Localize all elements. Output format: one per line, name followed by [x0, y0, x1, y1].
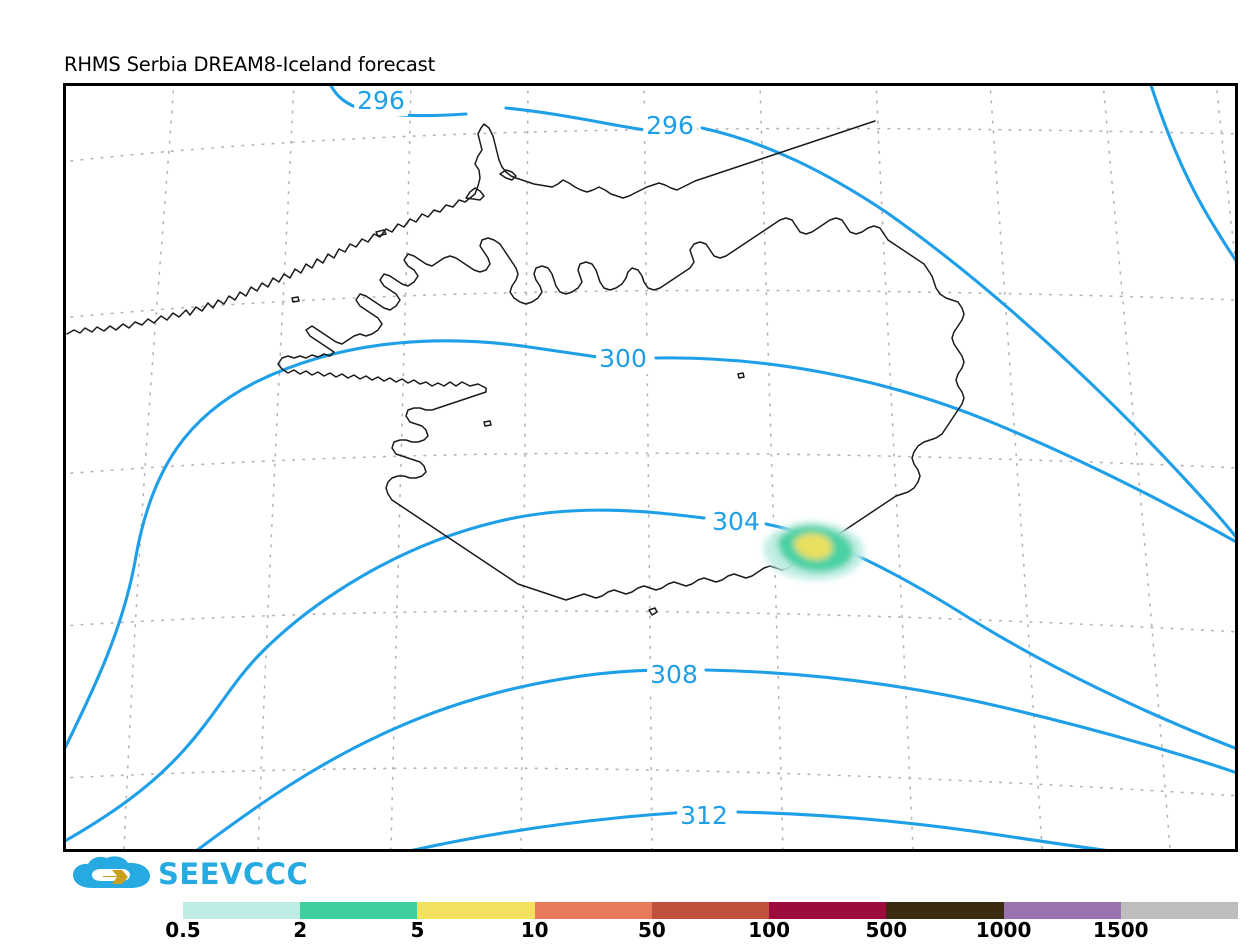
contour-304-left — [66, 508, 706, 843]
coastline-greenland — [66, 123, 553, 335]
coastline-islet-2 — [291, 296, 300, 303]
contour-312-right — [736, 810, 1107, 849]
deposition-colorbar — [183, 902, 1238, 919]
colorbar-swatch-3 — [534, 902, 652, 919]
contour-296-right — [504, 106, 648, 132]
colorbar-tick-100: 100 — [748, 918, 790, 942]
contour-label-296-b: 296 — [646, 111, 694, 140]
coastline-islet-4 — [737, 372, 745, 379]
contour-label-mask — [596, 343, 650, 374]
contour-label-312: 312 — [680, 801, 728, 830]
contour-label-mask — [709, 506, 763, 537]
colorbar-tick-5: 5 — [410, 918, 425, 942]
graticule-meridians — [123, 86, 1235, 849]
colorbar-tick-1000: 1000 — [975, 918, 1032, 942]
colorbar-tick-1500: 1500 — [1092, 918, 1149, 942]
contour-296-b — [700, 126, 1235, 539]
coastline-greenland-north — [551, 120, 876, 199]
colorbar-swatch-8 — [1120, 902, 1238, 919]
logo-text: SEEVCCC — [158, 857, 309, 891]
colorbar-tick-2: 2 — [293, 918, 308, 942]
coastline-greenland-fjord-1 — [465, 187, 485, 201]
plume-band-5-10 — [794, 533, 833, 560]
coastline-greenland-fjord-2 — [499, 169, 517, 181]
coastline-islet-3 — [483, 420, 492, 427]
contour-292-corner — [1149, 86, 1235, 262]
coastlines — [66, 120, 965, 616]
colorbar-swatch-1 — [300, 902, 418, 919]
colorbar-tick-0.5: 0.5 — [165, 918, 201, 942]
colorbar-swatch-5 — [769, 902, 887, 919]
colorbar-tick-10: 10 — [520, 918, 549, 942]
cloud-icon — [73, 856, 150, 888]
dust-deposition-plume — [763, 521, 864, 581]
contour-label-mask — [354, 86, 408, 116]
contour-312-left — [411, 810, 692, 849]
colorbar-tick-labels: 0.5 2 5 10 50 100 500 1000 1500 — [0, 918, 1258, 944]
colorbar-swatch-2 — [417, 902, 535, 919]
contour-300-right — [654, 356, 1235, 543]
coastline-islet-vestmannaeyjar — [648, 607, 658, 616]
map-frame: 296 296 300 304 308 312 — [63, 83, 1238, 852]
contour-300-left — [66, 339, 620, 750]
colorbar-swatch-7 — [1003, 902, 1121, 919]
seevccc-logo: SEEVCCC — [70, 856, 308, 898]
colorbar-tick-500: 500 — [865, 918, 908, 942]
title-line-1: RHMS Serbia DREAM8-Iceland forecast — [64, 53, 436, 76]
colorbar-swatch-6 — [886, 902, 1004, 919]
coastline-iceland — [277, 217, 965, 601]
colorbar-swatch-4 — [651, 902, 770, 919]
contour-label-mask — [677, 800, 731, 831]
contour-label-304: 304 — [712, 507, 760, 536]
contour-label-296-a: 296 — [357, 86, 405, 115]
colorbar-swatch-0 — [183, 902, 301, 919]
coastline-greenland-islet — [375, 229, 387, 237]
graticule-parallels — [66, 127, 1235, 797]
contour-label-mask — [643, 110, 697, 141]
contour-label-mask — [647, 659, 701, 690]
contour-label-308: 308 — [650, 660, 698, 689]
contour-308-left — [196, 668, 668, 849]
forecast-map: 296 296 300 304 308 312 — [66, 86, 1235, 849]
colorbar-tick-50: 50 — [637, 918, 666, 942]
contour-308-right — [704, 668, 1235, 774]
geopotential-contours — [66, 86, 1235, 849]
arrow-icon — [103, 870, 128, 884]
contour-label-300: 300 — [599, 344, 647, 373]
contour-labels: 296 296 300 304 308 312 — [354, 86, 763, 831]
